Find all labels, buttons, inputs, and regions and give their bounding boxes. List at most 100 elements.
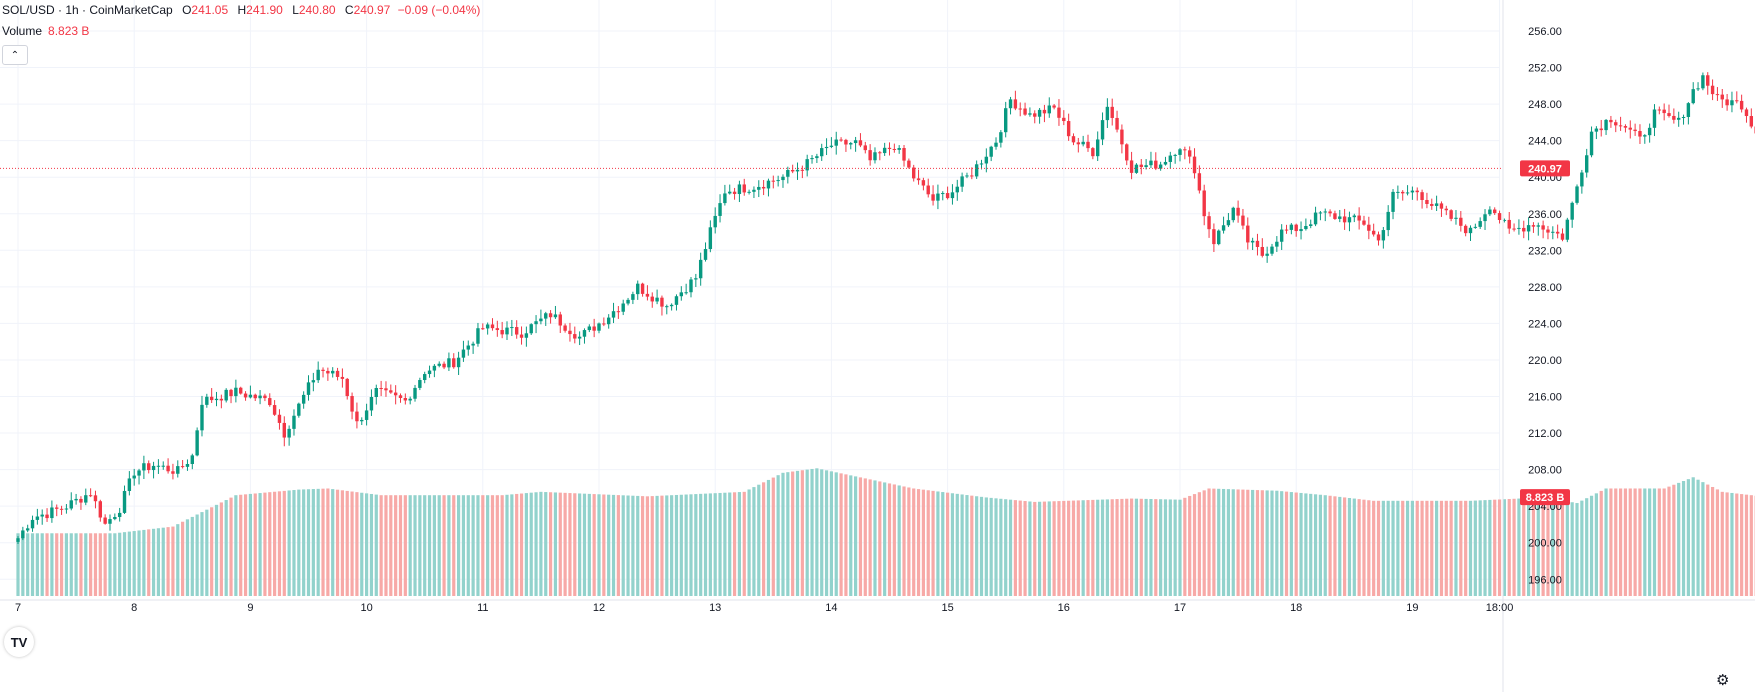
collapse-legend-button[interactable]: ⌃ (2, 45, 28, 65)
candle-body (1686, 103, 1691, 117)
candle-body (239, 387, 243, 394)
candle-body (1328, 211, 1332, 214)
candle-body (1657, 109, 1662, 111)
volume-bar (1217, 488, 1221, 596)
candle-body (989, 146, 993, 157)
candle-body (297, 403, 301, 416)
candle-body (621, 303, 625, 312)
candle-body (1667, 113, 1671, 116)
candle-body (1604, 119, 1608, 131)
volume-bar (902, 486, 906, 596)
candle-body (1555, 231, 1560, 234)
x-tick-label: 16 (1058, 602, 1070, 614)
volume-bar (781, 472, 785, 596)
volume-bar (234, 495, 238, 596)
candle-body (1226, 220, 1231, 226)
candle-body (1512, 228, 1516, 230)
candle-body (1173, 154, 1177, 156)
candle-body (1507, 219, 1511, 229)
volume-bar (292, 490, 296, 596)
candle-body (1154, 160, 1158, 169)
volume-bar (718, 492, 722, 596)
candle-body (1207, 216, 1211, 230)
candle-body (1071, 136, 1076, 143)
volume-bar (365, 493, 369, 596)
candle-body (660, 297, 664, 307)
volume-bar (1497, 499, 1502, 596)
volume-bar (670, 495, 674, 596)
candle-body (1420, 192, 1424, 201)
volume-bar (1294, 492, 1298, 596)
volume-bar (1328, 495, 1332, 596)
volume-bar (268, 492, 272, 596)
volume-bar (912, 488, 916, 596)
candle-body (1541, 225, 1545, 230)
volume-bar (1067, 500, 1071, 596)
volume-bar (452, 495, 456, 596)
volume-bar (578, 493, 582, 596)
volume-bar (607, 494, 611, 596)
candle-body (306, 382, 311, 395)
candle-body (1125, 144, 1129, 161)
candle-body (369, 397, 374, 411)
candle-body (1633, 129, 1637, 132)
gear-icon[interactable]: ⚙ (1716, 672, 1730, 689)
candle-body (1744, 109, 1749, 117)
candle-body (355, 411, 359, 422)
volume-bar (161, 527, 165, 596)
candle-body (1139, 164, 1143, 168)
volume-bar (1483, 500, 1487, 596)
candle-body (999, 132, 1003, 143)
change-value: −0.09 (−0.04%) (397, 3, 481, 17)
candle-body (1313, 212, 1318, 225)
candle-body (1289, 224, 1294, 230)
candle-body (514, 327, 519, 335)
volume-bar (858, 477, 863, 596)
candle-body (1526, 225, 1531, 232)
volume-bar (171, 526, 175, 596)
volume-bar (1618, 488, 1623, 596)
candle-body (340, 376, 345, 379)
volume-bar (1129, 498, 1134, 596)
volume-bar (1251, 489, 1255, 596)
volume-bar (205, 509, 209, 596)
volume-bar (219, 502, 223, 596)
last-price-tag-label: 240.97 (1528, 163, 1562, 175)
volume-bar (1493, 499, 1497, 596)
candle-body (1246, 225, 1250, 243)
volume-bar (1333, 496, 1337, 596)
volume-bar (1367, 500, 1371, 596)
candle-body (771, 180, 775, 182)
candle-body (640, 283, 645, 294)
candle-body (950, 192, 955, 199)
candle-body (703, 249, 708, 260)
volume-bar (1507, 499, 1511, 596)
candle-body (1333, 213, 1337, 219)
volume-bar (887, 483, 892, 596)
candle-body (1662, 109, 1666, 114)
candle-body (1478, 221, 1482, 227)
candle-body (1396, 191, 1400, 193)
candle-body (790, 170, 795, 172)
volume-bar (1076, 500, 1080, 596)
tradingview-logo-icon[interactable]: TV (4, 627, 34, 657)
candle-body (1497, 213, 1502, 220)
candle-body (1473, 226, 1478, 228)
candle-body (1434, 203, 1439, 206)
close-label: C (344, 3, 354, 17)
candle-body (481, 328, 485, 330)
volume-bar (1197, 492, 1201, 596)
candle-body (103, 517, 107, 524)
volume-bar (1401, 500, 1405, 596)
volume-bar (1212, 488, 1216, 596)
candle-body (209, 396, 214, 401)
candle-body (558, 314, 562, 326)
volume-bar (394, 495, 398, 596)
volume-tag-label: 8.823 B (1526, 492, 1565, 504)
candle-body (1749, 116, 1754, 127)
candle-body (592, 326, 596, 331)
y-tick-label: 236.00 (1528, 209, 1562, 221)
candle-body (510, 327, 514, 329)
volume-bar (1352, 498, 1356, 596)
